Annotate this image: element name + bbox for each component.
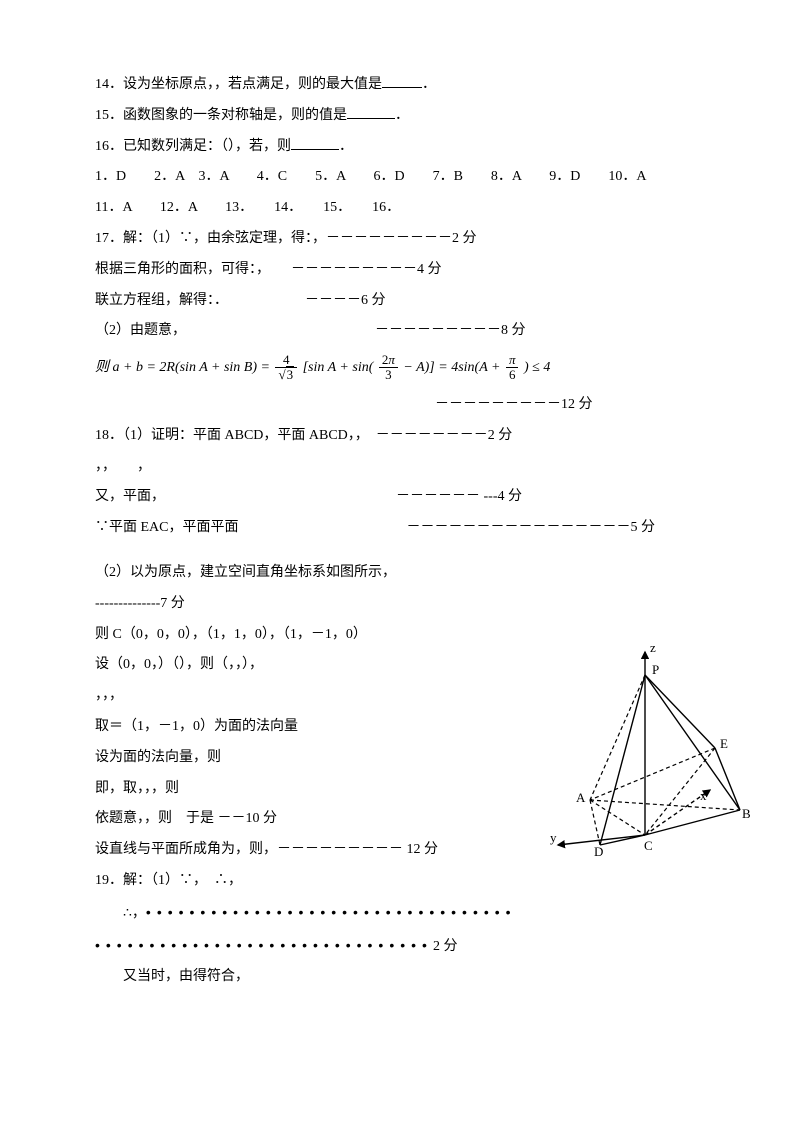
coord-system-diagram: z P E x B A y D C: [540, 640, 750, 860]
solution-19-line2: ∴，••••••••••••••••••••••••••••••••••: [95, 897, 705, 930]
label-z: z: [650, 640, 656, 655]
label-D: D: [594, 844, 603, 859]
solution-18-line9: ，，，: [95, 681, 475, 712]
label-x: x: [700, 788, 707, 803]
solution-17-line2: 根据三角形的面积，可得：， －－－－－－－－－4 分: [95, 255, 705, 286]
solution-18-line4: ∵平面 EAC，平面平面 －－－－－－－－－－－－－－－－5 分: [95, 513, 705, 544]
solution-18-line3: 又，平面， －－－－－－ ---4 分: [95, 482, 705, 513]
solution-18-line8: 设（0，0，）（），则（，，），: [95, 650, 475, 681]
label-B: B: [742, 806, 750, 821]
solution-18-line13: 依题意，，则 于是 －－10 分: [95, 804, 475, 835]
question-15: 15．函数图象的一条对称轴是，则的值是．: [95, 101, 705, 132]
solution-18-line7: 则 C（0，0，0），（1，1，0），（1，－1，0）: [95, 620, 475, 651]
label-y: y: [550, 830, 557, 845]
solution-19-line3: 又当时，由得符合，: [95, 962, 705, 993]
label-A: A: [576, 790, 586, 805]
solution-18-line5: （2）以为原点，建立空间直角坐标系如图所示，: [95, 558, 475, 589]
solution-17-line4: （2）由题意， －－－－－－－－－8 分: [95, 316, 705, 347]
solution-17-line1: 17．解：（1）∵，由余弦定理，得：，－－－－－－－－－2 分: [95, 224, 705, 255]
solution-18-line12: 即，取，，，则: [95, 774, 475, 805]
question-14: 14．设为坐标原点，，若点满足，则的最大值是．: [95, 70, 705, 101]
answer-row-1: 1．D 2．A 3．A 4．C 5．A 6．D 7．B 8．A 9．D 10．A: [95, 162, 705, 193]
question-16: 16．已知数列满足：（），若，则．: [95, 132, 705, 163]
solution-18-line2: ，， ，: [95, 452, 705, 483]
label-C: C: [644, 838, 653, 853]
solution-18-line6: --------------7 分: [95, 589, 475, 620]
solution-18-line1: 18．（1）证明：平面 ABCD，平面 ABCD，， －－－－－－－－2 分: [95, 421, 705, 452]
solution-18-line14: 设直线与平面所成角为，则，－－－－－－－－－ 12 分: [95, 835, 475, 866]
solution-17-formula: 则 a + b = 2R(sin A + sin B) = 4√3 [sin A…: [95, 353, 705, 384]
solution-19-line2b: •••••••••••••••••••••••••••••••2 分: [95, 930, 705, 963]
solution-17-line3: 联立方程组，解得：． －－－－6 分: [95, 286, 705, 317]
solution-18-line11: 设为面的法向量，则: [95, 743, 475, 774]
solution-19-line1: 19．解：（1）∵， ∴，: [95, 866, 705, 897]
label-E: E: [720, 736, 728, 751]
answer-row-2: 11．A 12．A 13． 14． 15． 16．: [95, 193, 705, 224]
label-P: P: [652, 662, 659, 677]
solution-18-line10: 取＝（1，－1，0）为面的法向量: [95, 712, 475, 743]
solution-17-line5: －－－－－－－－－12 分: [95, 390, 705, 421]
